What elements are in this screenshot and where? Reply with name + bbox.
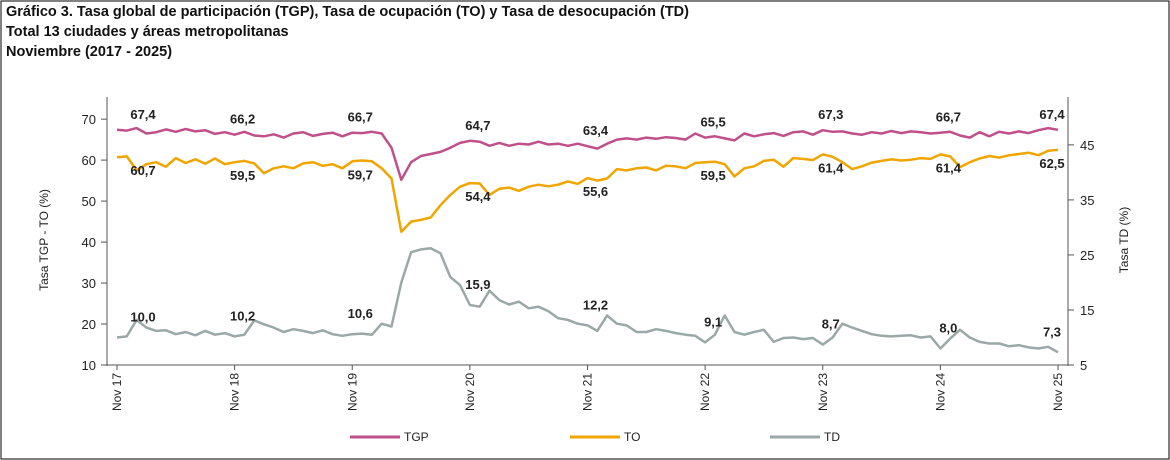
y-tick-label: 30 — [82, 276, 96, 291]
y2-tick-label: 45 — [1080, 138, 1094, 153]
x-tick-label: Nov 20 — [463, 373, 477, 411]
x-tick-label: Nov 25 — [1051, 373, 1065, 411]
data-label: 8,7 — [822, 317, 840, 332]
legend-label: TD — [824, 430, 840, 444]
data-label: 63,4 — [583, 123, 609, 138]
data-label: 66,7 — [348, 110, 373, 125]
y-tick-label: 20 — [82, 317, 96, 332]
data-label: 8,0 — [939, 320, 957, 335]
data-label: 7,3 — [1043, 324, 1061, 339]
y2-tick-label: 35 — [1080, 193, 1094, 208]
y-tick-label: 40 — [82, 235, 96, 250]
data-label: 9,1 — [704, 314, 722, 329]
data-label: 15,9 — [465, 277, 490, 292]
data-label: 64,7 — [465, 118, 490, 133]
y2-tick-label: 15 — [1080, 303, 1094, 318]
y2-axis-label: Tasa TD (%) — [1117, 207, 1131, 273]
chart-title: Gráfico 3. Tasa global de participación … — [6, 4, 689, 20]
data-label: 61,4 — [818, 160, 844, 175]
data-label: 54,4 — [465, 189, 491, 204]
series-line — [116, 148, 1059, 234]
x-tick-label: Nov 18 — [228, 373, 242, 411]
legend-label: TGP — [404, 430, 429, 444]
y-tick-label: 70 — [82, 112, 96, 127]
series-line — [116, 126, 1059, 182]
data-label: 10,2 — [230, 308, 255, 323]
y-tick-label: 50 — [82, 194, 96, 209]
data-label: 59,7 — [348, 167, 373, 182]
data-label: 60,7 — [130, 163, 155, 178]
data-label: 59,5 — [700, 168, 725, 183]
legend-label: TO — [624, 430, 640, 444]
x-tick-label: Nov 17 — [110, 373, 124, 411]
data-label: 67,3 — [818, 107, 843, 122]
data-label: 61,4 — [936, 160, 962, 175]
data-label: 67,4 — [1039, 107, 1065, 122]
data-label: 66,7 — [936, 110, 961, 125]
x-tick-label: Nov 24 — [933, 373, 947, 411]
y-tick-label: 60 — [82, 153, 96, 168]
y2-tick-label: 25 — [1080, 248, 1094, 263]
x-tick-label: Nov 23 — [816, 373, 830, 411]
data-label: 67,4 — [130, 107, 156, 122]
data-label: 55,6 — [583, 184, 608, 199]
y-axis-label: Tasa TGP - TO (%) — [37, 189, 51, 291]
data-label: 10,6 — [348, 306, 373, 321]
y-tick-label: 10 — [82, 358, 96, 373]
data-label: 59,5 — [230, 168, 255, 183]
chart-subtitle: Noviembre (2017 - 2025) — [6, 44, 172, 60]
data-label: 10,0 — [130, 309, 155, 324]
data-label: 66,2 — [230, 112, 255, 127]
x-tick-label: Nov 22 — [698, 373, 712, 411]
y2-tick-label: 5 — [1080, 358, 1087, 373]
data-label: 65,5 — [700, 115, 725, 130]
chart-subtitle: Total 13 ciudades y áreas metropolitanas — [6, 24, 289, 40]
data-label: 12,2 — [583, 297, 608, 312]
data-label: 62,5 — [1039, 156, 1064, 171]
x-tick-label: Nov 21 — [581, 373, 595, 411]
x-tick-label: Nov 19 — [345, 373, 359, 411]
series-line — [116, 247, 1059, 354]
